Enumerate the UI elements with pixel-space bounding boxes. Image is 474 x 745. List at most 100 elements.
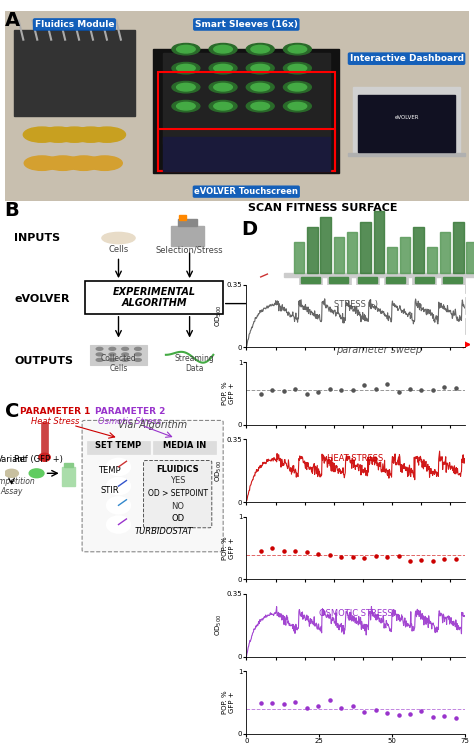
Text: FLUIDICS: FLUIDICS: [156, 465, 199, 474]
Point: [326, 548, 334, 560]
Circle shape: [214, 83, 232, 91]
Circle shape: [251, 64, 270, 72]
Circle shape: [107, 478, 130, 494]
Text: OUTPUTS: OUTPUTS: [14, 356, 73, 366]
Point: [440, 381, 448, 393]
Point: [372, 704, 379, 716]
Circle shape: [246, 43, 274, 55]
FancyBboxPatch shape: [144, 460, 212, 527]
Text: parameter sweep: parameter sweep: [336, 345, 422, 355]
Circle shape: [246, 81, 274, 93]
Point: [383, 378, 391, 390]
Point: [303, 388, 310, 400]
Circle shape: [177, 64, 195, 72]
Bar: [358, 297, 377, 304]
Circle shape: [209, 81, 237, 93]
Point: [418, 384, 425, 396]
Ellipse shape: [102, 232, 135, 244]
Bar: [412, 297, 436, 314]
Text: EXPERIMENTAL
ALGORITHM: EXPERIMENTAL ALGORITHM: [112, 287, 196, 308]
Point: [395, 709, 402, 721]
Text: Competition
Assay: Competition Assay: [0, 477, 35, 496]
Circle shape: [177, 102, 195, 110]
Point: [395, 551, 402, 562]
Circle shape: [172, 81, 200, 93]
Point: [315, 548, 322, 560]
Bar: [356, 318, 379, 335]
Point: [360, 706, 368, 718]
Bar: [384, 297, 408, 314]
Text: TEMP: TEMP: [98, 466, 121, 475]
Bar: [386, 277, 405, 283]
Text: MEDIA IN: MEDIA IN: [163, 441, 206, 450]
Point: [337, 702, 345, 714]
Circle shape: [66, 156, 101, 171]
Point: [406, 708, 414, 720]
Bar: [358, 277, 377, 283]
Circle shape: [45, 156, 81, 171]
Circle shape: [39, 453, 50, 461]
Circle shape: [23, 127, 61, 142]
Bar: [386, 318, 405, 324]
Bar: [307, 226, 318, 273]
Bar: [90, 344, 147, 365]
Bar: [64, 463, 73, 467]
Point: [303, 546, 310, 558]
Bar: [441, 277, 465, 294]
Circle shape: [122, 347, 128, 350]
Circle shape: [107, 498, 130, 513]
Circle shape: [209, 43, 237, 55]
Bar: [441, 318, 465, 335]
Circle shape: [209, 63, 237, 74]
Bar: [329, 277, 348, 283]
Bar: [358, 318, 377, 324]
Bar: [353, 87, 460, 153]
Bar: [178, 218, 197, 226]
Circle shape: [177, 83, 195, 91]
Bar: [348, 153, 465, 156]
Bar: [453, 222, 464, 273]
Bar: [163, 53, 330, 145]
Bar: [163, 136, 330, 171]
Circle shape: [96, 353, 103, 356]
Bar: [440, 232, 450, 273]
Point: [292, 545, 299, 557]
Bar: [158, 129, 335, 171]
Point: [269, 542, 276, 554]
Circle shape: [39, 127, 77, 142]
Text: Osmotic Stress: Osmotic Stress: [98, 416, 162, 425]
Circle shape: [288, 83, 307, 91]
Text: Fluidics Module: Fluidics Module: [35, 20, 114, 29]
Y-axis label: POP. %
GFP +: POP. % GFP +: [222, 381, 235, 405]
Bar: [386, 297, 405, 304]
Bar: [87, 441, 150, 454]
Bar: [14, 31, 135, 115]
Bar: [415, 318, 434, 324]
Point: [429, 555, 437, 567]
Text: STIR: STIR: [100, 486, 118, 495]
Bar: [415, 277, 434, 283]
Text: NO: NO: [171, 501, 184, 510]
Point: [337, 551, 345, 563]
Point: [360, 379, 368, 391]
Circle shape: [107, 459, 130, 475]
Bar: [400, 237, 410, 273]
Bar: [299, 297, 322, 314]
Bar: [153, 441, 216, 454]
Circle shape: [214, 64, 232, 72]
Bar: [171, 226, 204, 246]
Circle shape: [251, 83, 270, 91]
Point: [292, 384, 299, 396]
Circle shape: [283, 63, 311, 74]
Point: [395, 386, 402, 398]
Bar: [327, 318, 351, 335]
Bar: [301, 297, 320, 304]
Circle shape: [251, 45, 270, 53]
Point: [349, 384, 356, 396]
Text: D: D: [242, 220, 258, 239]
Point: [257, 545, 265, 557]
Circle shape: [87, 156, 122, 171]
Text: C: C: [5, 402, 19, 422]
Bar: [294, 242, 304, 273]
Text: YES: YES: [170, 476, 185, 485]
